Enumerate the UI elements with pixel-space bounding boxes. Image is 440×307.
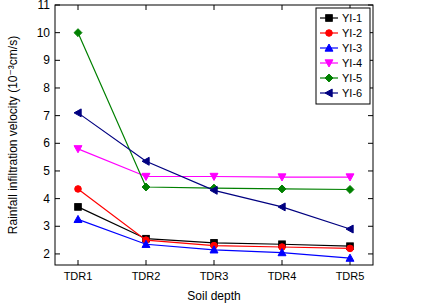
- y-tick: [55, 143, 60, 144]
- data-point: [278, 174, 286, 181]
- data-point: [278, 185, 286, 193]
- y-tick: [55, 253, 60, 254]
- plot-frame: [55, 5, 373, 265]
- legend-marker: [326, 15, 333, 22]
- x-tick: [146, 5, 147, 10]
- series-line: [78, 113, 350, 229]
- x-tick: [214, 5, 215, 10]
- data-point: [347, 245, 354, 252]
- y-tick-label: 9: [43, 53, 50, 67]
- y-tick-label: 10: [37, 26, 51, 40]
- data-point: [346, 186, 354, 194]
- data-point: [75, 204, 82, 211]
- legend-box: [316, 8, 370, 104]
- x-tick: [214, 260, 215, 265]
- legend-marker: [325, 89, 332, 97]
- data-point: [346, 225, 353, 233]
- data-point: [142, 157, 149, 165]
- legend-marker: [325, 44, 333, 51]
- data-point: [74, 109, 81, 117]
- y-tick: [368, 198, 373, 199]
- data-point: [74, 215, 82, 222]
- series-line: [78, 149, 350, 177]
- y-tick: [55, 115, 60, 116]
- plot-area: [74, 29, 354, 262]
- data-point: [74, 146, 82, 153]
- legend-marker: [325, 60, 333, 67]
- data-point: [210, 186, 217, 194]
- data-point: [75, 186, 82, 193]
- data-point: [346, 254, 354, 261]
- y-tick: [368, 253, 373, 254]
- chart-container: 2 3 4 5 6 7 8 9 10 11 TDR1 TDR2 TDR3 TDR4 TDR5 Soil dep…: [0, 0, 440, 307]
- legend-label: YI-5: [342, 72, 362, 84]
- series-line: [78, 33, 350, 190]
- y-tick-label: 5: [43, 164, 50, 178]
- data-point: [278, 203, 285, 211]
- x-tick: [78, 260, 79, 265]
- y-tick: [55, 198, 60, 199]
- data-point: [346, 174, 354, 181]
- y-tick: [55, 87, 60, 88]
- x-tick-label: TDR5: [336, 270, 365, 282]
- y-tick: [55, 60, 60, 61]
- y-tick: [55, 32, 60, 33]
- y-tick: [368, 115, 373, 116]
- chart-svg: 2 3 4 5 6 7 8 9 10 11 TDR1 TDR2 TDR3 TDR4 TDR5 Soil dep…: [0, 0, 440, 307]
- data-point: [142, 183, 150, 191]
- data-point: [74, 29, 82, 37]
- legend-label: YI-3: [342, 42, 362, 54]
- y-tick: [368, 170, 373, 171]
- y-tick-label: 8: [43, 81, 50, 95]
- x-tick-label: TDR1: [64, 270, 93, 282]
- x-axis-label: Soil depth: [187, 289, 240, 303]
- y-tick-label: 7: [43, 109, 50, 123]
- series-line: [78, 219, 350, 258]
- y-tick-label: 3: [43, 219, 50, 233]
- y-tick: [368, 143, 373, 144]
- legend-marker: [326, 30, 333, 37]
- x-tick-label: TDR3: [200, 270, 229, 282]
- x-tick: [146, 260, 147, 265]
- y-axis-label: Rainfall infiltration velocity (10⁻³cm/s…: [6, 36, 20, 234]
- y-tick-label: 2: [43, 247, 50, 261]
- y-tick: [55, 170, 60, 171]
- data-point: [142, 240, 150, 247]
- x-tick: [282, 260, 283, 265]
- y-tick-label: 11: [38, 0, 51, 12]
- data-point: [210, 173, 218, 180]
- x-tick: [282, 5, 283, 10]
- x-tick-label: TDR2: [132, 270, 161, 282]
- y-tick-label: 4: [43, 192, 50, 206]
- legend-label: YI-2: [342, 27, 362, 39]
- x-tick-label: TDR4: [268, 270, 297, 282]
- series-line: [78, 207, 350, 246]
- legend-label: YI-1: [342, 12, 362, 24]
- data-point: [278, 249, 286, 256]
- series-line: [78, 189, 350, 248]
- legend-label: YI-4: [342, 57, 362, 69]
- y-tick: [368, 226, 373, 227]
- legend: YI-1 YI-2 YI-3 YI-4 YI-5 YI-6: [316, 8, 370, 104]
- data-point: [210, 246, 218, 253]
- y-tick-label: 6: [43, 136, 50, 150]
- legend-label: YI-6: [342, 87, 362, 99]
- legend-marker: [325, 74, 333, 82]
- y-tick: [55, 226, 60, 227]
- x-tick: [78, 5, 79, 10]
